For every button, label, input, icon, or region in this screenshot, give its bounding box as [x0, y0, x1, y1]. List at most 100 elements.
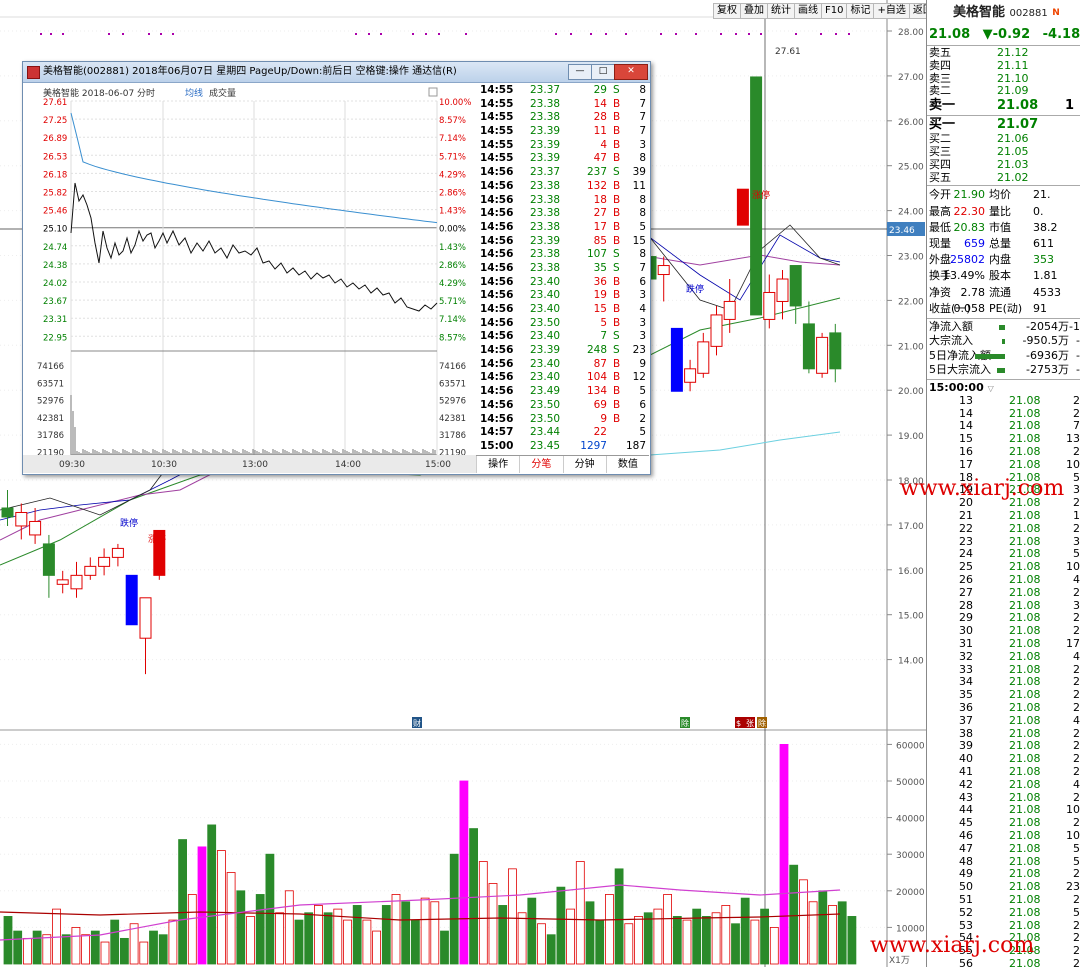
- trade-side: B: [613, 398, 621, 411]
- trade-time: 14:56: [480, 275, 514, 288]
- trade-count: 8: [639, 193, 646, 206]
- volume-bar: [556, 886, 566, 965]
- tick-volume: 2: [1073, 406, 1080, 420]
- volume-bar: [275, 912, 285, 965]
- stats-value-2: 1.81: [1033, 269, 1058, 283]
- window-titlebar[interactable]: 美格智能(002881) 2018年06月07日 星期四 PageUp/Down…: [23, 62, 650, 83]
- left-candle-body: [125, 574, 138, 626]
- intraday-chart[interactable]: 美格智能 2018-06-07 分时 均线 成交量 27.61 10.00% 27.25 8…: [23, 83, 476, 473]
- bid-label: 买二: [929, 132, 951, 146]
- tick-volume: 2: [1073, 675, 1080, 689]
- volume-bar: [595, 919, 605, 965]
- ask-label: 卖一: [929, 98, 956, 114]
- volume-bar: [255, 894, 265, 965]
- trade-time: 14:56: [480, 248, 514, 261]
- popup-vol-tick-right: 74166: [439, 362, 466, 372]
- close-button[interactable]: ✕: [614, 64, 648, 80]
- flow-bar: [975, 353, 1005, 359]
- event-tag: 财: [413, 718, 421, 728]
- tick-volume: 2: [1073, 931, 1080, 945]
- volume-bar: [828, 905, 837, 965]
- signal-dot: [570, 33, 572, 35]
- tick-volume: 2: [1073, 496, 1080, 510]
- toolbar-button-2[interactable]: 统计: [767, 3, 795, 19]
- trade-list[interactable]: 14:55 23.37 29 S 8 14:55 23.38 14 B 7 14:55 23.38 28…: [478, 84, 649, 454]
- trade-volume: 47: [593, 152, 607, 165]
- tick-minute: 40: [959, 752, 973, 766]
- trade-volume: 28: [593, 111, 607, 124]
- window-tab-1[interactable]: 分笔: [519, 456, 562, 473]
- minimize-button[interactable]: —: [568, 64, 592, 80]
- trade-side: B: [613, 207, 621, 220]
- trade-side: B: [613, 111, 621, 124]
- vol-tick-label: 10000: [896, 924, 925, 934]
- toolbar-button-5[interactable]: 标记: [846, 3, 875, 19]
- tick-minute: 56: [959, 956, 973, 967]
- popup-pct-tick: 4.29%: [439, 279, 466, 289]
- window-tab-0[interactable]: 操作: [476, 456, 519, 473]
- tick-price: 21.08: [1009, 739, 1041, 753]
- trade-price: 23.50: [530, 412, 561, 425]
- stats-value-2: 4533: [1033, 285, 1061, 299]
- event-tag-bg: [412, 717, 422, 728]
- volume-bar: [575, 861, 585, 965]
- intraday-window[interactable]: 美格智能(002881) 2018年06月07日 星期四 PageUp/Down…: [22, 61, 651, 475]
- tick-price: 21.08: [1009, 688, 1041, 702]
- trade-side: B: [613, 220, 621, 233]
- tick-volume: 3: [1073, 598, 1080, 612]
- popup-price-tick: 25.82: [43, 189, 67, 199]
- watermark-top: www.xiarj.com: [900, 476, 1065, 501]
- signal-dot: [50, 33, 52, 35]
- trade-side: B: [613, 412, 621, 425]
- volume-bar: [430, 901, 440, 965]
- signal-dot: [795, 33, 797, 35]
- toolbar-button-1[interactable]: 叠加: [740, 3, 768, 19]
- price-change: ▼-0.92: [982, 27, 1031, 42]
- trade-volume: 11: [593, 125, 607, 138]
- volume-bar: [799, 879, 808, 965]
- maximize-button[interactable]: □: [591, 64, 615, 80]
- tick-price: 21.08: [1009, 611, 1041, 625]
- window-tab-3[interactable]: 数值: [605, 456, 649, 473]
- tick-row: 38 21.08 2: [927, 727, 1080, 741]
- toolbar-button-3[interactable]: 画线: [794, 3, 822, 19]
- volume-bar: [197, 846, 207, 965]
- toolbar-button-0[interactable]: 复权: [713, 3, 741, 19]
- popup-price-tick: 23.67: [43, 297, 67, 307]
- trade-price: 23.39: [530, 234, 561, 247]
- bid-label: 买五: [929, 170, 951, 184]
- toolbar-button-6[interactable]: +自选: [873, 3, 910, 19]
- tick-minute: 52: [959, 905, 973, 919]
- toolbar-button-4[interactable]: F10: [821, 3, 848, 19]
- ask-row: 卖四 21.11: [927, 59, 1080, 73]
- trade-count: 3: [639, 330, 646, 343]
- tick-price: 21.08: [1009, 393, 1041, 407]
- tick-volume: 17: [1066, 637, 1080, 651]
- signal-dot: [675, 33, 677, 35]
- stats-value: 21.90: [953, 188, 986, 202]
- tick-volume: 2: [1073, 752, 1080, 766]
- stats-value: 13.49%: [943, 269, 985, 283]
- tick-list[interactable]: 13 21.08 2 14 21.08 2 14 21.08 7 15 21.08 13 16 21.08…: [927, 393, 1080, 967]
- trade-count: 8: [639, 84, 646, 96]
- tick-price: 21.08: [1009, 828, 1041, 842]
- tick-price: 21.08: [1009, 892, 1041, 906]
- stock-code: 002881: [1009, 8, 1048, 19]
- tick-volume: 2: [1073, 892, 1080, 906]
- stats-value: 0.058: [953, 301, 986, 315]
- stats-value: 2.78: [960, 285, 986, 299]
- tick-volume: 5: [1073, 841, 1080, 855]
- tick-row: 49 21.08 2: [927, 868, 1080, 881]
- trade-time: 14:55: [480, 111, 514, 124]
- tick-volume: 4: [1073, 649, 1080, 663]
- signal-dot: [425, 33, 427, 35]
- price-tick-label: 15.00: [898, 612, 924, 622]
- trade-side: B: [613, 275, 621, 288]
- vol-unit: X1万: [889, 956, 910, 966]
- flow-row: 净流入额 -2054万 -1: [927, 320, 1080, 335]
- volume-bar: [517, 912, 527, 965]
- window-tab-2[interactable]: 分钟: [562, 456, 606, 473]
- tick-minute: 37: [959, 713, 973, 727]
- trade-volume: 85: [593, 234, 607, 247]
- tick-row: 54 21.08 2: [927, 932, 1080, 945]
